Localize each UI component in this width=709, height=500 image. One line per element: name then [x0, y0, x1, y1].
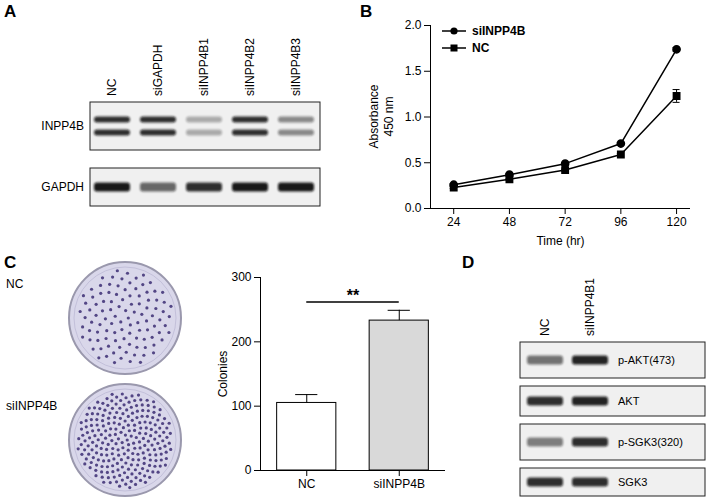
svg-text:NC: NC — [538, 318, 552, 336]
svg-text:0: 0 — [245, 463, 252, 477]
svg-text:p-AKT(473): p-AKT(473) — [618, 354, 675, 366]
svg-text:B: B — [360, 2, 372, 21]
svg-text:GAPDH: GAPDH — [41, 180, 84, 194]
svg-text:siINPP4B1: siINPP4B1 — [583, 278, 597, 336]
svg-text:200: 200 — [231, 335, 251, 349]
svg-text:p-SGK3(320): p-SGK3(320) — [618, 436, 683, 448]
svg-text:D: D — [462, 253, 474, 272]
svg-text:siINPP4B2: siINPP4B2 — [243, 38, 257, 96]
svg-text:siINPP4B: siINPP4B — [6, 399, 57, 413]
svg-text:96: 96 — [614, 215, 628, 229]
svg-text:C: C — [4, 253, 16, 272]
svg-text:NC: NC — [105, 78, 119, 96]
svg-text:120: 120 — [667, 215, 687, 229]
svg-text:72: 72 — [558, 215, 572, 229]
svg-text:siINPP4B: siINPP4B — [472, 24, 526, 38]
svg-text:NC: NC — [298, 477, 316, 491]
svg-text:0.5: 0.5 — [405, 156, 422, 170]
svg-text:100: 100 — [231, 399, 251, 413]
svg-text:Absorbance: Absorbance — [367, 84, 381, 148]
svg-text:450 nm: 450 nm — [382, 96, 396, 136]
svg-text:1.5: 1.5 — [405, 64, 422, 78]
svg-text:SGK3: SGK3 — [618, 476, 647, 488]
svg-text:siINPP4B1: siINPP4B1 — [197, 38, 211, 96]
svg-text:NC: NC — [6, 277, 24, 291]
svg-text:AKT: AKT — [618, 395, 640, 407]
svg-text:2.0: 2.0 — [405, 18, 422, 32]
svg-text:siGAPDH: siGAPDH — [151, 45, 165, 96]
svg-text:A: A — [4, 2, 16, 21]
svg-text:siINPP4B3: siINPP4B3 — [289, 38, 303, 96]
svg-text:Colonies: Colonies — [216, 351, 230, 398]
svg-text:300: 300 — [231, 270, 251, 284]
svg-text:INPP4B: INPP4B — [41, 119, 84, 133]
svg-text:48: 48 — [503, 215, 517, 229]
svg-text:**: ** — [347, 287, 360, 304]
svg-text:NC: NC — [472, 41, 490, 55]
svg-text:1.0: 1.0 — [405, 110, 422, 124]
svg-text:0.0: 0.0 — [405, 201, 422, 215]
svg-text:24: 24 — [447, 215, 461, 229]
svg-text:siINPP4B: siINPP4B — [374, 477, 425, 491]
svg-text:Time (hr): Time (hr) — [536, 234, 584, 248]
